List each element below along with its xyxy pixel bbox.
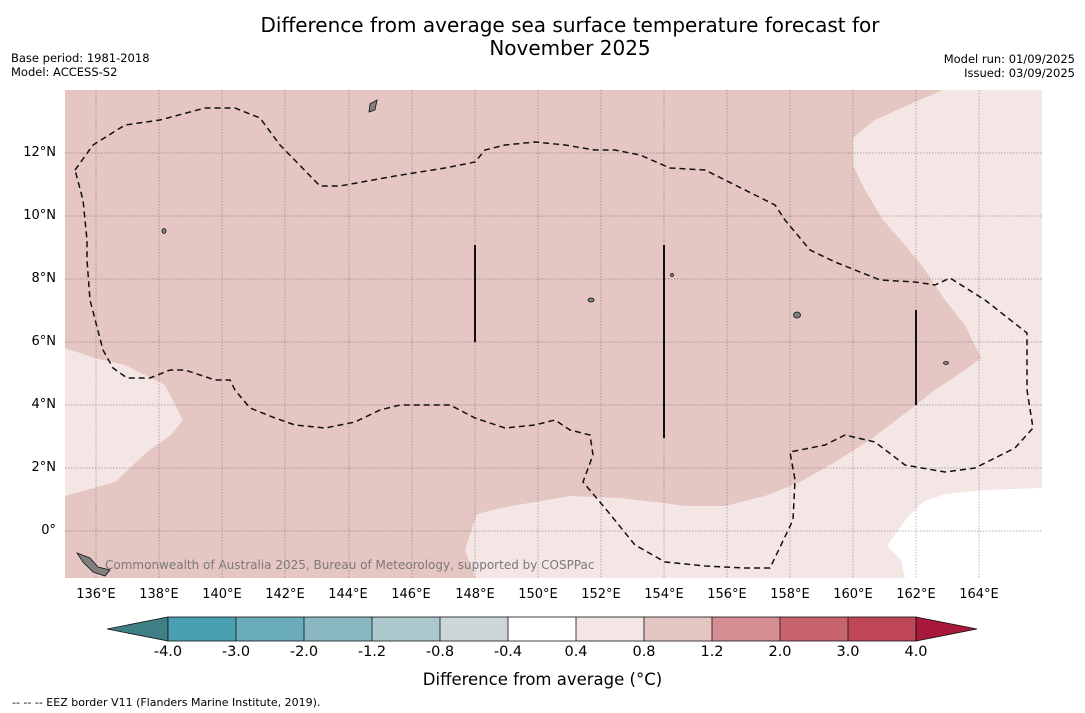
lon-label-158e: 158°E <box>770 587 810 602</box>
colorbar-bin-9 <box>712 617 780 641</box>
title-line-1: Difference from average sea surface temp… <box>260 13 880 37</box>
colorbar-bin-4 <box>372 617 440 641</box>
lon-label-148e: 148°E <box>455 587 495 602</box>
colorbar-tick: -4.0 <box>153 644 183 660</box>
colorbar-bin-10 <box>780 617 848 641</box>
lon-label-138e: 138°E <box>139 587 179 602</box>
region-neutral <box>887 488 1042 578</box>
colorbar-tick: 3.0 <box>836 644 860 660</box>
lat-label-4n: 4°N <box>31 397 57 412</box>
colorbar-tick: 0.8 <box>632 644 656 660</box>
lon-label-136e: 136°E <box>76 587 116 602</box>
colorbar-bin-1 <box>168 617 236 641</box>
colorbar-tick: 2.0 <box>768 644 792 660</box>
lat-label-8n: 8°N <box>31 271 57 286</box>
lon-label-156e: 156°E <box>707 587 747 602</box>
lon-label-150e: 150°E <box>518 587 558 602</box>
lon-label-152e: 152°E <box>581 587 621 602</box>
colorbar-tick: -2.0 <box>289 644 319 660</box>
colorbar-bin-6 <box>508 617 576 641</box>
colorbar-tick: -3.0 <box>221 644 251 660</box>
islands <box>75 99 949 577</box>
copyright-text: Commonwealth of Australia 2025, Bureau o… <box>105 558 595 572</box>
meta-right: Model run: 01/09/2025 Issued: 03/09/2025 <box>944 52 1075 80</box>
lat-label-2n: 2°N <box>31 460 57 475</box>
lon-label-140e: 140°E <box>202 587 242 602</box>
eez-footnote: -- -- -- EEZ border V11 (Flanders Marine… <box>12 696 321 709</box>
colorbar-bin-2 <box>236 617 304 641</box>
lon-label-160e: 160°E <box>833 587 873 602</box>
lat-label-12n: 12°N <box>23 145 56 160</box>
title-line-2: November 2025 <box>489 36 651 60</box>
colorbar-tick: -0.8 <box>425 644 455 660</box>
lon-label-142e: 142°E <box>265 587 305 602</box>
lat-label-0: 0° <box>41 523 56 538</box>
lat-label-10n: 10°N <box>23 208 56 223</box>
issued-date: Issued: 03/09/2025 <box>964 66 1075 80</box>
lon-label-164e: 164°E <box>959 587 999 602</box>
colorbar-tick: -0.4 <box>493 644 523 660</box>
colorbar-bin-5 <box>440 617 508 641</box>
model-name: Model: ACCESS-S2 <box>11 65 118 79</box>
colorbar-tick: 4.0 <box>904 644 928 660</box>
colorbar-bin-8 <box>644 617 712 641</box>
model-run: Model run: 01/09/2025 <box>943 52 1075 66</box>
colorbar-bin-11 <box>848 617 916 641</box>
lon-label-146e: 146°E <box>391 587 431 602</box>
lon-label-144e: 144°E <box>328 587 368 602</box>
colorbar <box>107 616 978 642</box>
meta-left: Base period: 1981-2018 Model: ACCESS-S2 <box>11 51 150 79</box>
colorbar-extend-high <box>915 616 978 642</box>
colorbar-bin-3 <box>304 617 372 641</box>
lat-label-6n: 6°N <box>31 334 57 349</box>
colorbar-tick: -1.2 <box>357 644 387 660</box>
colorbar-extend-low <box>107 616 169 642</box>
region-anomaly-0-8-1-2 <box>65 90 981 578</box>
base-period: Base period: 1981-2018 <box>11 51 150 65</box>
colorbar-label: Difference from average (°C) <box>422 670 663 689</box>
lon-label-162e: 162°E <box>896 587 936 602</box>
lon-label-154e: 154°E <box>644 587 684 602</box>
vertical-markers <box>474 245 917 438</box>
colorbar-tick: 0.4 <box>564 644 588 660</box>
colorbar-tick: 1.2 <box>700 644 724 660</box>
eez-border <box>74 107 1034 569</box>
colorbar-bin-7 <box>576 617 644 641</box>
anomaly-map <box>65 90 1042 578</box>
chart-title: Difference from average sea surface temp… <box>0 14 1085 60</box>
